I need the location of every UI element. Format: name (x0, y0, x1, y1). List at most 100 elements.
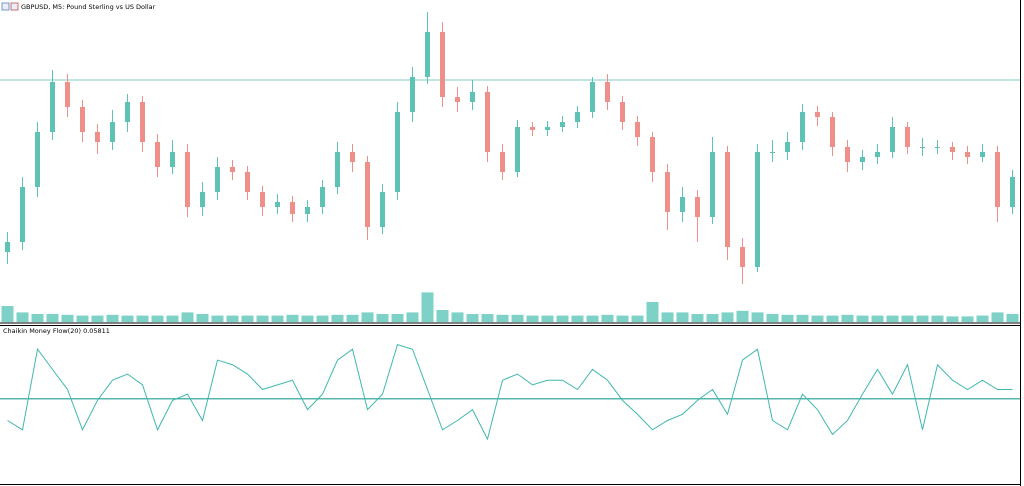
volume-bar (796, 314, 809, 322)
candle-body (545, 127, 550, 130)
volume-bar (901, 315, 914, 322)
volume-bar (391, 314, 404, 322)
volume-bar (406, 312, 419, 322)
volume-bar (571, 315, 584, 322)
volume-bar (511, 314, 524, 322)
candle-body (5, 242, 10, 252)
volume-bar (946, 316, 959, 322)
volume-bar (436, 310, 449, 322)
volume-bar (61, 314, 74, 322)
candle-body (35, 132, 40, 187)
volume-bar (376, 314, 389, 322)
candle-body (710, 152, 715, 217)
volume-bar (16, 312, 29, 322)
candle-body (905, 127, 910, 147)
volume-bar (526, 315, 539, 322)
candle-body (500, 152, 505, 172)
volume-bar (766, 314, 779, 322)
volume-bar (931, 315, 944, 322)
volume-bar (181, 312, 194, 322)
candle-body (410, 77, 415, 112)
volume-bar (496, 314, 509, 322)
grid-icon[interactable] (1, 2, 10, 11)
candle-body (260, 192, 265, 207)
volume-bar (631, 315, 644, 322)
candle-body (65, 82, 70, 107)
volume-bar (286, 314, 299, 322)
candle-body (560, 122, 565, 127)
candle-body (950, 147, 955, 152)
candle-body (440, 32, 445, 97)
volume-bar (616, 315, 629, 322)
candle-body (245, 172, 250, 192)
candle-body (575, 112, 580, 122)
candle-body (965, 152, 970, 157)
candle-body (605, 82, 610, 102)
volume-bar (856, 315, 869, 322)
candle-body (875, 152, 880, 157)
candle-body (590, 82, 595, 112)
candle-body (665, 172, 670, 212)
candle-body (125, 102, 130, 122)
candle-body (185, 152, 190, 207)
volume-bar (166, 315, 179, 322)
volume-bar (31, 314, 44, 322)
volume-bar (346, 314, 359, 322)
volume-bar (781, 314, 794, 322)
candle-body (380, 192, 385, 227)
candle-body (155, 142, 160, 167)
candle-body (770, 152, 775, 153)
candle-body (395, 112, 400, 192)
volume-bar (586, 315, 599, 322)
candle-body (1010, 177, 1015, 207)
chart-icon[interactable] (10, 2, 19, 11)
volume-bar (916, 315, 929, 322)
indicator-title: Chaikin Money Flow(20) 0.05811 (3, 327, 110, 335)
volume-bar (301, 315, 314, 322)
candle-body (815, 112, 820, 117)
candle-body (80, 107, 85, 132)
candle-body (635, 122, 640, 137)
volume-bar (451, 312, 464, 322)
volume-bar (751, 312, 764, 322)
candle-body (110, 122, 115, 142)
chart-title: GBPUSD, M5: Pound Sterling vs US Dollar (21, 3, 156, 11)
volume-bar (676, 312, 689, 322)
candle-body (470, 92, 475, 102)
volume-bar (661, 312, 674, 322)
candle-body (890, 127, 895, 152)
candle-body (755, 152, 760, 267)
candle-body (800, 112, 805, 142)
volume-bar (256, 315, 269, 322)
volume-bar (76, 315, 89, 322)
volume-bar (976, 315, 989, 322)
volume-bar (46, 314, 59, 322)
candle-body (725, 152, 730, 247)
volume-bar (991, 312, 1004, 322)
volume-bar (271, 315, 284, 322)
volume-bar (871, 315, 884, 322)
volume-bar (691, 314, 704, 322)
volume-bar (1, 306, 14, 322)
candle-body (290, 202, 295, 214)
candle-body (830, 117, 835, 147)
candle-body (740, 247, 745, 267)
volume-bar (841, 314, 854, 322)
candle-body (425, 32, 430, 77)
candle-body (140, 102, 145, 142)
candle-body (230, 167, 235, 172)
volume-bar (226, 315, 239, 322)
volume-bar (421, 292, 434, 322)
volume-bar (721, 312, 734, 322)
volume-bar (826, 315, 839, 322)
candle-body (215, 167, 220, 192)
candle-body (365, 162, 370, 227)
volume-bar (556, 315, 569, 322)
candle-body (200, 192, 205, 207)
candle-body (320, 187, 325, 207)
volume-bar (91, 315, 104, 322)
volume-bar (886, 315, 899, 322)
